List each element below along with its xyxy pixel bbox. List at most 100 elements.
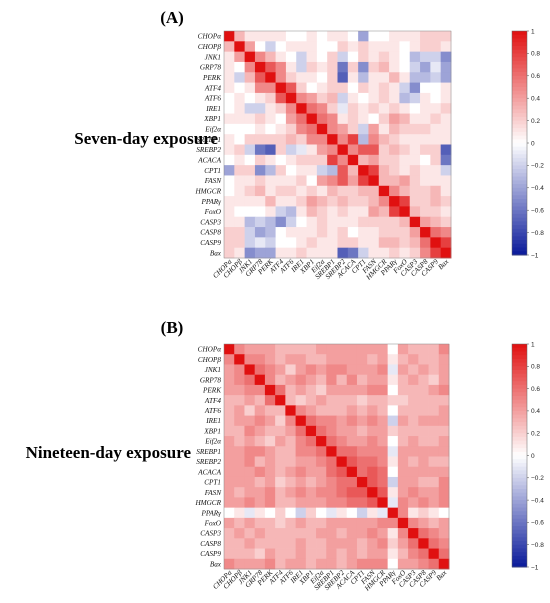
heatmap-cell-a-14-2 (244, 175, 256, 187)
heatmap-cell-b-21-5 (275, 558, 286, 570)
heatmap-cell-a-13-14 (368, 165, 380, 176)
colorbar-segment-b-23 (512, 429, 527, 434)
colorbar-segment-a-1 (512, 34, 527, 39)
colorbar-segment-b-4 (512, 358, 527, 364)
panel-a-column-labels: CHOPαCHOPβJNK1GRP78PERKATF4ATF6IRE1XBP1E… (211, 257, 450, 282)
colorbar-segment-a-22 (512, 113, 527, 118)
heatmap-cell-a-2-3 (254, 51, 266, 63)
heatmap-cell-a-15-8 (306, 185, 318, 197)
row-label-b-11: SREBP2 (196, 458, 221, 466)
heatmap-cell-a-8-19 (420, 113, 431, 125)
heatmap-cell-a-5-5 (275, 82, 287, 94)
heatmap-cell-b-0-10 (326, 344, 337, 355)
heatmap-cell-a-6-6 (285, 92, 297, 104)
heatmap-cell-a-0-3 (254, 31, 266, 42)
heatmap-cell-a-12-14 (368, 154, 380, 166)
heatmap-cell-a-6-13 (358, 92, 369, 104)
heatmap-cell-b-6-2 (244, 405, 256, 416)
heatmap-cell-a-7-13 (358, 103, 369, 114)
heatmap-cell-a-0-12 (347, 31, 359, 42)
heatmap-cell-b-7-7 (295, 415, 307, 427)
heatmap-cell-b-5-13 (356, 395, 368, 406)
heatmap-cell-a-11-9 (316, 144, 328, 156)
heatmap-cell-a-11-2 (244, 144, 256, 156)
heatmap-cell-a-18-7 (296, 216, 307, 228)
heatmap-cell-b-19-20 (428, 538, 440, 549)
heatmap-cell-b-10-2 (244, 446, 256, 457)
heatmap-cell-a-15-5 (275, 185, 287, 197)
colorbar-segment-b-56 (512, 552, 527, 557)
heatmap-cell-a-16-6 (285, 196, 297, 207)
colorbar-segment-b-34 (512, 470, 527, 475)
heatmap-cell-a-17-18 (409, 206, 421, 218)
heatmap-cell-a-12-21 (440, 154, 452, 166)
heatmap-cell-a-4-11 (337, 72, 349, 83)
heatmap-cell-b-18-14 (367, 528, 378, 539)
row-label-a-6: ATF6 (204, 95, 222, 103)
heatmap-cell-b-8-13 (356, 425, 368, 437)
heatmap-cell-b-6-6 (285, 405, 296, 416)
colorbar-segment-a-8 (512, 60, 527, 66)
heatmap-cell-a-16-8 (306, 196, 318, 207)
heatmap-cell-b-0-19 (418, 344, 429, 355)
heatmap-cell-b-8-1 (234, 425, 245, 437)
heatmap-cell-b-14-5 (275, 487, 286, 498)
heatmap-cell-a-21-11 (337, 247, 349, 259)
heatmap-cell-b-6-3 (254, 405, 266, 416)
heatmap-cell-b-17-1 (234, 517, 245, 529)
heatmap-cell-a-18-4 (265, 216, 276, 228)
heatmap-cell-b-12-14 (367, 466, 378, 478)
heatmap-cell-b-12-4 (264, 466, 276, 478)
heatmap-cell-a-18-1 (234, 216, 246, 228)
heatmap-cell-b-10-8 (305, 446, 317, 457)
heatmap-cell-a-20-18 (409, 237, 421, 249)
heatmap-cell-a-16-2 (244, 196, 256, 207)
heatmap-cell-b-6-21 (438, 405, 450, 416)
heatmap-cell-b-3-17 (397, 374, 409, 386)
heatmap-cell-a-13-13 (358, 165, 369, 176)
colorbar-segment-a-54 (512, 232, 527, 237)
colorbar-segment-b-42 (512, 500, 527, 505)
heatmap-cell-a-13-3 (254, 165, 266, 176)
heatmap-cell-b-21-9 (316, 558, 327, 570)
heatmap-cell-a-4-0 (224, 72, 235, 83)
heatmap-cell-b-21-17 (397, 558, 409, 570)
heatmap-cell-a-10-16 (389, 134, 400, 145)
heatmap-cell-b-14-17 (397, 487, 409, 498)
heatmap-cell-b-8-16 (387, 425, 399, 437)
heatmap-cell-b-18-16 (387, 528, 399, 539)
heatmap-cell-a-17-5 (275, 206, 287, 218)
heatmap-cell-a-19-4 (265, 227, 276, 238)
heatmap-cell-b-11-19 (418, 456, 429, 468)
colorbar-segment-a-48 (512, 210, 527, 215)
column-label-b-21: Bax (435, 568, 449, 582)
colorbar-segment-a-7 (512, 57, 527, 62)
heatmap-cell-a-2-10 (327, 51, 338, 63)
heatmap-cell-a-5-15 (378, 82, 390, 94)
heatmap-cell-b-4-18 (408, 384, 419, 396)
heatmap-cell-a-7-7 (296, 103, 307, 114)
heatmap-cell-a-0-2 (244, 31, 256, 42)
row-label-b-1: CHOPβ (198, 356, 222, 364)
heatmap-cell-b-10-19 (418, 446, 429, 457)
heatmap-cell-a-19-16 (389, 227, 400, 238)
heatmap-cell-a-10-7 (296, 134, 307, 145)
heatmap-cell-a-20-19 (420, 237, 431, 249)
heatmap-cell-b-2-11 (336, 364, 348, 376)
heatmap-cell-b-14-11 (336, 487, 348, 498)
heatmap-cell-b-16-8 (305, 507, 317, 519)
heatmap-cell-b-4-20 (428, 384, 440, 396)
heatmap-cell-a-14-17 (399, 175, 411, 187)
heatmap-cell-b-13-19 (418, 476, 429, 488)
heatmap-cell-a-18-5 (275, 216, 287, 228)
heatmap-cell-a-19-2 (244, 227, 256, 238)
heatmap-cell-b-15-2 (244, 497, 256, 509)
heatmap-cell-b-8-14 (367, 425, 378, 437)
heatmap-cell-b-7-3 (254, 415, 266, 427)
panel-a-heatmap (223, 30, 452, 259)
heatmap-cell-a-18-10 (327, 216, 338, 228)
heatmap-cell-b-15-19 (418, 497, 429, 509)
heatmap-cell-b-8-21 (438, 425, 450, 437)
heatmap-cell-a-14-20 (430, 175, 442, 187)
heatmap-cell-b-11-0 (224, 456, 235, 468)
